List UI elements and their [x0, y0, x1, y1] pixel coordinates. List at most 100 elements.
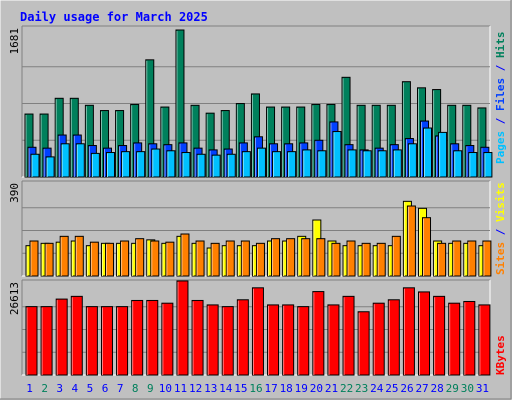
chart-title: Daily usage for March 2025	[20, 10, 208, 24]
hits-legend: Pages / Files / Hits	[494, 32, 507, 165]
legend-separator: /	[494, 58, 507, 78]
kbytes-bar	[221, 306, 234, 376]
pages-bar	[468, 152, 478, 178]
pages-bar	[377, 150, 387, 178]
sites-bar	[29, 240, 39, 277]
kbytes-bar	[191, 299, 204, 376]
day-label: 20	[310, 382, 323, 395]
sites-bar	[271, 238, 281, 277]
day-label: 14	[219, 382, 233, 395]
sites-bar	[422, 217, 432, 277]
kbytes-bar	[342, 295, 355, 376]
kbytes-bar	[131, 299, 144, 376]
day-label: 3	[56, 382, 63, 395]
sites-bar	[150, 240, 160, 277]
legend-files: Files	[494, 78, 507, 111]
day-label: 9	[147, 382, 154, 395]
kbytes-bar	[85, 306, 98, 376]
pages-bar	[392, 149, 402, 178]
pages-bar	[60, 143, 70, 178]
day-label: 26	[400, 382, 413, 395]
sites-bar	[437, 242, 447, 277]
sites-bar	[59, 235, 69, 277]
sites-bar	[225, 240, 235, 277]
sites-bar	[301, 238, 311, 277]
kbytes-bar	[267, 304, 280, 376]
sites-bar	[195, 240, 205, 277]
kbytes-bar	[478, 304, 491, 376]
kbytes-bar	[418, 291, 431, 376]
day-label: 7	[117, 382, 124, 395]
pages-bar	[407, 143, 417, 178]
sites-bar	[406, 205, 416, 277]
pages-bar	[332, 131, 342, 178]
pages-bar	[181, 152, 191, 178]
kbytes-bar	[25, 306, 38, 376]
pages-bar	[423, 127, 433, 178]
kbytes-bar	[70, 295, 83, 376]
day-label: 27	[415, 382, 428, 395]
sites-bar	[391, 235, 401, 277]
sites-bar	[361, 242, 371, 277]
kbytes-bar	[282, 304, 295, 376]
pages-bar	[453, 150, 463, 178]
pages-bar	[287, 151, 297, 178]
kbytes-bar	[40, 306, 53, 376]
day-label: 6	[102, 382, 109, 395]
sites-bar	[74, 235, 84, 277]
day-label: 22	[340, 382, 353, 395]
kbytes-bar	[327, 304, 340, 376]
pages-bar	[136, 151, 146, 178]
legend-separator: /	[494, 222, 507, 242]
kbytes-bar	[116, 306, 129, 376]
pages-bar	[438, 131, 448, 178]
day-label: 4	[72, 382, 79, 395]
kbytes-bar	[236, 299, 249, 376]
pages-bar	[166, 150, 176, 178]
day-label: 13	[204, 382, 217, 395]
sites-bar	[467, 240, 477, 277]
kbytes-bar	[161, 302, 174, 376]
sites-bar	[165, 241, 175, 277]
pages-bar	[256, 147, 266, 178]
sites-bar	[452, 240, 462, 277]
sites-bar	[89, 241, 99, 277]
day-label: 30	[461, 382, 474, 395]
kbytes-bar	[100, 306, 113, 376]
pages-bar	[105, 152, 115, 178]
kbytes-bar	[357, 311, 370, 376]
pages-bar	[272, 151, 282, 178]
day-label: 19	[295, 382, 308, 395]
sites-bar	[286, 238, 296, 277]
pages-bar	[302, 149, 312, 178]
day-label: 5	[87, 382, 94, 395]
sites-bar	[135, 238, 145, 277]
day-label: 29	[446, 382, 459, 395]
day-label: 24	[370, 382, 384, 395]
kbytes-bar	[312, 291, 325, 376]
kbytes-axis-max: 26613	[8, 282, 21, 315]
day-label: 8	[132, 382, 139, 395]
sites-bar	[104, 242, 114, 277]
kbytes-bar	[251, 287, 264, 376]
day-label: 16	[249, 382, 262, 395]
day-label: 1	[26, 382, 33, 395]
kbytes-bar	[146, 299, 159, 376]
day-label: 31	[476, 382, 489, 395]
kbytes-bar	[433, 295, 446, 376]
sites-bar	[120, 240, 130, 277]
kbytes-bar	[176, 280, 189, 376]
day-label: 18	[280, 382, 293, 395]
pages-bar	[45, 156, 55, 178]
pages-bar	[121, 151, 131, 178]
day-label: 17	[264, 382, 277, 395]
legend-kbytes: KBytes	[494, 335, 507, 375]
pages-bar	[90, 152, 100, 178]
visits-legend: Sites / Visits	[494, 182, 507, 275]
sites-bar	[482, 240, 492, 277]
day-label: 12	[189, 382, 202, 395]
pages-bar	[317, 150, 327, 178]
